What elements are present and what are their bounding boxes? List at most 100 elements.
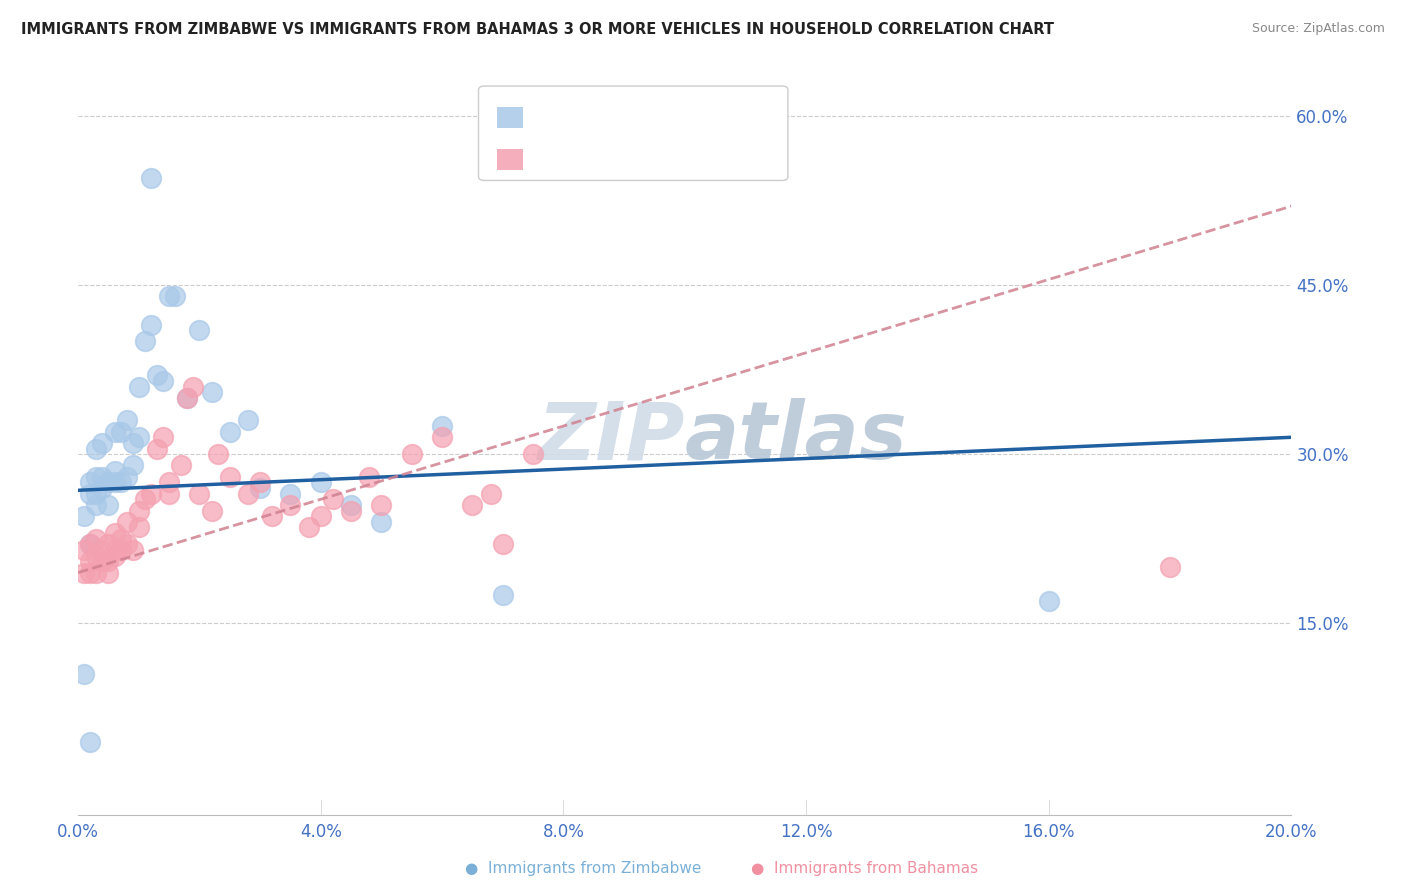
Point: [200, 503, 222, 517]
Point: [170, 458, 193, 473]
Text: R =  0.095: R = 0.095: [533, 108, 647, 128]
Point: [79, 537, 101, 551]
Point: [91, 481, 114, 495]
Text: ●  Immigrants from Zimbabwe: ● Immigrants from Zimbabwe: [465, 861, 702, 876]
Point: [280, 486, 302, 500]
Point: [97, 554, 120, 568]
Point: [157, 289, 180, 303]
Point: [1159, 560, 1181, 574]
Point: [1038, 594, 1060, 608]
Point: [340, 498, 363, 512]
Point: [121, 458, 143, 473]
Point: [73, 667, 96, 681]
Point: [218, 469, 240, 483]
Point: [103, 543, 125, 558]
Point: [103, 526, 125, 541]
Point: [139, 318, 162, 332]
Point: [152, 374, 174, 388]
Point: [97, 498, 120, 512]
Point: [176, 391, 198, 405]
Point: [309, 509, 332, 524]
Point: [249, 475, 271, 490]
Point: [165, 289, 187, 303]
Point: [430, 430, 453, 444]
Point: [146, 368, 169, 383]
Point: [461, 498, 484, 512]
Point: [128, 520, 150, 534]
Point: [370, 498, 392, 512]
Point: [79, 537, 101, 551]
Point: [359, 469, 381, 483]
FancyBboxPatch shape: [496, 149, 523, 169]
Point: [430, 419, 453, 434]
Point: [103, 549, 125, 563]
Point: [309, 475, 332, 490]
Point: [86, 566, 108, 580]
Point: [157, 486, 180, 500]
Point: [115, 469, 138, 483]
Text: N = 44: N = 44: [672, 108, 747, 128]
Point: [115, 537, 138, 551]
Point: [370, 515, 392, 529]
Point: [91, 543, 114, 558]
Point: [86, 486, 108, 500]
Point: [79, 486, 101, 500]
FancyBboxPatch shape: [496, 107, 523, 128]
Point: [298, 520, 321, 534]
Point: [115, 413, 138, 427]
Point: [218, 425, 240, 439]
Text: IMMIGRANTS FROM ZIMBABWE VS IMMIGRANTS FROM BAHAMAS 3 OR MORE VEHICLES IN HOUSEH: IMMIGRANTS FROM ZIMBABWE VS IMMIGRANTS F…: [21, 22, 1054, 37]
Point: [73, 509, 96, 524]
Point: [86, 469, 108, 483]
Point: [86, 442, 108, 456]
Point: [128, 503, 150, 517]
Point: [79, 735, 101, 749]
Text: ZIP: ZIP: [537, 399, 685, 476]
Point: [236, 413, 259, 427]
Point: [249, 481, 271, 495]
Point: [97, 566, 120, 580]
Point: [110, 475, 132, 490]
Point: [79, 554, 101, 568]
Point: [188, 486, 211, 500]
Point: [280, 498, 302, 512]
Point: [401, 447, 423, 461]
Point: [115, 515, 138, 529]
Point: [79, 566, 101, 580]
Point: [340, 503, 363, 517]
Point: [479, 486, 502, 500]
Point: [262, 509, 284, 524]
Point: [86, 549, 108, 563]
Point: [91, 436, 114, 450]
Point: [134, 334, 156, 349]
Point: [200, 385, 222, 400]
Point: [146, 442, 169, 456]
Point: [97, 537, 120, 551]
Point: [492, 588, 515, 602]
FancyBboxPatch shape: [478, 86, 787, 180]
Point: [110, 532, 132, 546]
Point: [103, 475, 125, 490]
Text: Source: ZipAtlas.com: Source: ZipAtlas.com: [1251, 22, 1385, 36]
Point: [492, 537, 515, 551]
Point: [103, 425, 125, 439]
Point: [121, 543, 143, 558]
Point: [134, 492, 156, 507]
Point: [183, 379, 205, 393]
Text: atlas: atlas: [685, 399, 907, 476]
Point: [128, 379, 150, 393]
Point: [121, 436, 143, 450]
Point: [103, 464, 125, 478]
Point: [86, 498, 108, 512]
Point: [322, 492, 344, 507]
Point: [128, 430, 150, 444]
Point: [236, 486, 259, 500]
Point: [110, 425, 132, 439]
Point: [207, 447, 229, 461]
Point: [91, 469, 114, 483]
Point: [79, 475, 101, 490]
Point: [73, 566, 96, 580]
Point: [157, 475, 180, 490]
Point: [139, 486, 162, 500]
Point: [188, 323, 211, 337]
